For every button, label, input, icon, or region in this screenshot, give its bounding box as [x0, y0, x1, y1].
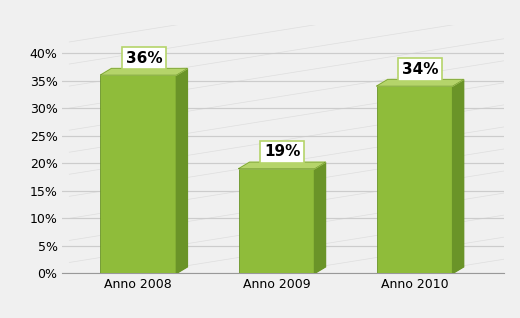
Text: 34%: 34% [402, 62, 438, 77]
Bar [239, 169, 315, 273]
Polygon shape [176, 68, 187, 273]
Bar [376, 86, 452, 273]
Polygon shape [315, 162, 326, 273]
Text: 36%: 36% [126, 51, 162, 66]
Polygon shape [100, 68, 187, 75]
Polygon shape [452, 80, 464, 273]
Text: 19%: 19% [264, 144, 300, 159]
Polygon shape [376, 80, 464, 86]
Bar [100, 75, 176, 273]
Polygon shape [239, 162, 326, 169]
